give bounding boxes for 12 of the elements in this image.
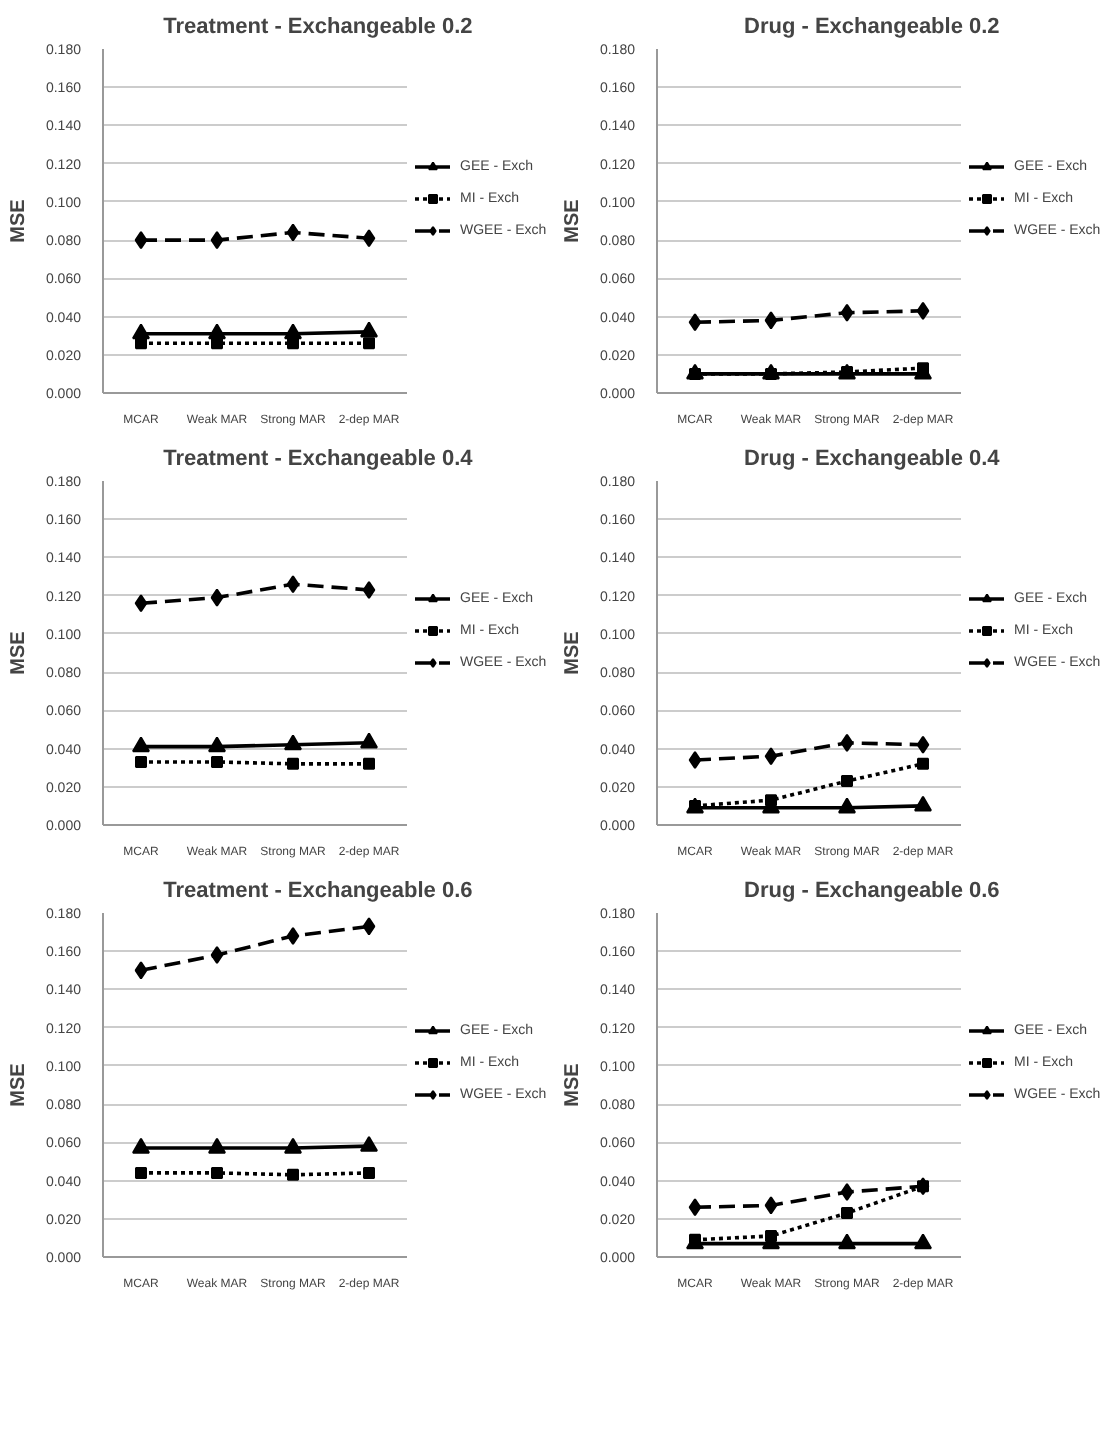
y-axis-title: MSE — [7, 1062, 30, 1107]
y-axis-title: MSE — [561, 198, 584, 243]
y-axis-title: MSE — [7, 630, 30, 675]
chart-title: Drug - Exchangeable 0.2 — [744, 15, 1000, 39]
chart-title: Treatment - Exchangeable 0.4 — [163, 447, 475, 471]
chart-title: Drug - Exchangeable 0.4 — [744, 447, 1002, 471]
chart-title: Drug - Exchangeable 0.6 — [744, 879, 1000, 903]
y-axis-title: MSE — [561, 1062, 584, 1107]
chart-title: Treatment - Exchangeable 0.6 — [163, 879, 473, 903]
y-axis-title: MSE — [561, 630, 584, 675]
chart-title: Treatment - Exchangeable 0.2 — [163, 15, 473, 39]
y-axis-title: MSE — [7, 198, 30, 243]
